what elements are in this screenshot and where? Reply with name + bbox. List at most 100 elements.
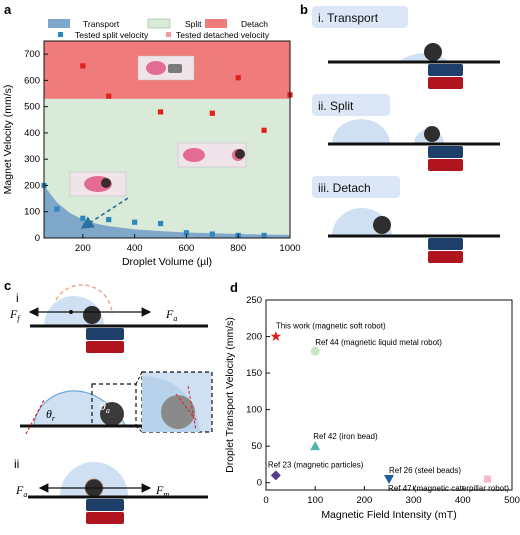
comparison-point-label: Ref 42 (iron bead) xyxy=(313,432,378,441)
comparison-point-label: Ref 26 (steel beads) xyxy=(389,466,461,475)
sub-label-i: i xyxy=(16,291,19,305)
panel-label-c: c xyxy=(4,278,11,293)
legend-label-split-velocity: Tested split velocity xyxy=(75,30,149,40)
x-tick-label: 1000 xyxy=(279,243,300,254)
droplet-photo-split xyxy=(177,142,247,168)
detach-velocity-point xyxy=(106,93,112,99)
droplet-photos xyxy=(69,55,247,197)
photo-pointer-arrow xyxy=(80,197,129,229)
magnetic-robot xyxy=(424,126,440,142)
split-title: ii. Split xyxy=(318,99,354,113)
magnet-north xyxy=(428,64,463,76)
magnet-north xyxy=(86,499,124,511)
legend-marker-detach xyxy=(166,32,171,37)
magnet-south xyxy=(428,251,463,263)
y-tick-label: 400 xyxy=(24,128,40,139)
split-velocity-point xyxy=(80,215,86,221)
schematic-transport: i. Transport xyxy=(312,6,500,89)
x-tick-label: 0 xyxy=(263,495,268,506)
y-axis-label-d: Droplet Transport Velocity (mm/s) xyxy=(224,317,236,473)
magnetic-robot xyxy=(83,306,101,324)
comparison-point-label: Ref 23 (magnetic particles) xyxy=(268,460,364,469)
comparison-point-star xyxy=(270,331,282,341)
schematic-detach: iii. Detach xyxy=(312,176,500,263)
split-title-box xyxy=(312,94,390,116)
label-advancing-angle: θa xyxy=(100,399,110,415)
label-magnetic-force: Fm xyxy=(155,483,169,499)
x-tick-label: 800 xyxy=(230,243,246,254)
y-tick-label: 0 xyxy=(35,233,40,244)
transport-region xyxy=(44,185,290,238)
panel-b-schematics: i. Transport ii. Split iii. Detach xyxy=(312,6,500,263)
plot-frame-a xyxy=(43,40,291,239)
x-tick-label: 600 xyxy=(178,243,194,254)
label-receding-angle: θr xyxy=(46,407,56,423)
y-tick-label: 200 xyxy=(246,332,262,343)
x-axis-a: 200 400 600 800 1000 xyxy=(75,234,301,254)
comparison-point-triangle-down xyxy=(384,475,394,485)
x-tick-label: 500 xyxy=(504,495,520,506)
y-tick-label: 250 xyxy=(246,295,262,306)
panel-c-schematics: i Ff Fa θr θa ii Fa Fm xyxy=(9,284,213,524)
legend-label-split: Split xyxy=(185,19,202,29)
split-velocity-point xyxy=(209,231,215,237)
comparison-point-label: Ref 44 (magnetic liquid metal robot) xyxy=(315,338,442,347)
panel-label-b: b xyxy=(300,2,308,17)
y-tick-label: 500 xyxy=(24,102,40,113)
plot-frame-d xyxy=(265,299,513,491)
comparison-points: This work (magnetic soft robot) Ref 44 (m… xyxy=(268,322,509,494)
force-origin xyxy=(69,310,73,314)
y-tick-label: 300 xyxy=(24,154,40,165)
zoom-connector xyxy=(135,371,143,385)
y-tick-label: 200 xyxy=(24,180,40,191)
comparison-point-label: This work (magnetic soft robot) xyxy=(276,322,386,331)
zoom-source-box xyxy=(91,383,137,427)
legend-a: Transport Split Detach Tested split velo… xyxy=(48,18,270,40)
magnetic-robot xyxy=(100,402,124,426)
split-velocity-point xyxy=(183,230,190,236)
magnet-north xyxy=(428,238,463,250)
legend-swatch-split xyxy=(147,18,171,29)
droplet-previous-outline xyxy=(55,284,113,315)
detach-velocity-point xyxy=(80,63,86,69)
panel-label-d: d xyxy=(230,280,238,295)
magnet-north xyxy=(86,328,124,340)
detach-velocity-point xyxy=(209,110,215,116)
transport-title-box xyxy=(312,6,408,28)
magnetic-robot xyxy=(373,216,391,234)
panel-label-a: a xyxy=(4,2,12,17)
x-axis-label-a: Droplet Volume (µl) xyxy=(122,256,212,268)
x-tick-label: 200 xyxy=(356,495,372,506)
comparison-point-diamond xyxy=(270,470,281,481)
label-applied-force: Fa xyxy=(165,307,177,323)
comparison-point-square xyxy=(483,475,491,483)
y-tick-label: 100 xyxy=(24,207,40,218)
label-applied-force-ii: Fa xyxy=(15,483,27,499)
comparison-point-circle xyxy=(310,346,320,356)
zoom-inset xyxy=(141,371,213,433)
x-tick-label: 400 xyxy=(127,243,143,254)
split-velocity-point xyxy=(261,232,267,238)
x-axis-d: 0 100 200 300 400 500 xyxy=(263,486,520,506)
y-tick-label: 700 xyxy=(24,49,40,60)
split-velocity-point xyxy=(132,219,138,225)
chart-d: 0 100 200 300 400 500 0 50 100 150 200 250 This wo… xyxy=(224,295,520,521)
magnet-north xyxy=(428,146,463,158)
detach-velocity-point xyxy=(235,75,241,81)
y-tick-label: 50 xyxy=(251,441,262,452)
split-velocity-point xyxy=(106,217,112,223)
legend-swatch-detach xyxy=(205,19,227,28)
magnet-south xyxy=(428,159,463,171)
y-axis-d: 0 50 100 150 200 250 xyxy=(246,295,270,489)
x-tick-label: 100 xyxy=(307,495,323,506)
legend-label-detach: Detach xyxy=(241,19,268,29)
receding-tangent xyxy=(25,399,45,435)
split-region xyxy=(44,98,290,238)
x-tick-label: 200 xyxy=(75,243,91,254)
split-velocity-point xyxy=(157,220,164,227)
droplet-photo-detach xyxy=(137,55,195,81)
x-tick-label: 400 xyxy=(455,495,471,506)
x-tick-label: 300 xyxy=(406,495,422,506)
magnet-south xyxy=(86,341,124,353)
